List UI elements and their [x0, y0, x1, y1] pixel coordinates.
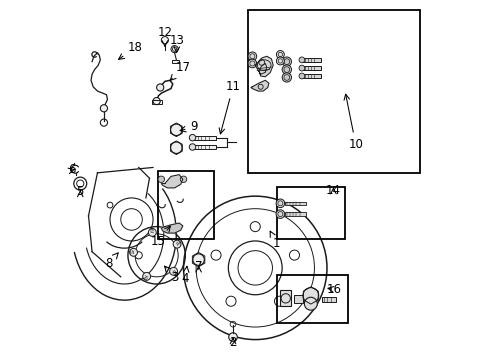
Circle shape: [100, 105, 107, 112]
Polygon shape: [255, 56, 273, 77]
Bar: [158, 171, 214, 239]
Bar: [301, 74, 320, 78]
Text: 14: 14: [325, 184, 340, 197]
Circle shape: [148, 229, 156, 237]
Text: 16: 16: [326, 283, 341, 296]
Circle shape: [247, 59, 256, 68]
Text: 5: 5: [77, 185, 84, 198]
Bar: [280, 290, 290, 306]
Circle shape: [189, 134, 195, 141]
Circle shape: [158, 176, 164, 183]
Circle shape: [156, 84, 163, 91]
Text: 10: 10: [344, 94, 363, 150]
Circle shape: [189, 144, 195, 150]
Bar: [301, 66, 320, 70]
Circle shape: [298, 65, 304, 71]
Text: 9: 9: [180, 121, 198, 134]
Bar: [247, 10, 419, 173]
Circle shape: [276, 50, 284, 58]
Circle shape: [276, 199, 284, 208]
Circle shape: [142, 273, 150, 280]
Polygon shape: [161, 223, 183, 233]
Text: 11: 11: [219, 80, 240, 134]
Circle shape: [153, 98, 160, 105]
Circle shape: [282, 65, 291, 74]
Circle shape: [171, 45, 178, 53]
Circle shape: [129, 248, 137, 256]
Text: 17: 17: [170, 60, 191, 80]
Polygon shape: [161, 175, 183, 188]
Circle shape: [180, 176, 186, 183]
Bar: [276, 275, 348, 323]
Circle shape: [303, 288, 318, 303]
Bar: [284, 212, 305, 216]
Bar: [192, 145, 215, 149]
Text: 1: 1: [269, 231, 280, 250]
Text: 7: 7: [194, 260, 202, 273]
Circle shape: [304, 297, 317, 310]
Text: 18: 18: [119, 41, 142, 59]
Circle shape: [298, 73, 304, 79]
Text: 15: 15: [150, 226, 170, 248]
Bar: [293, 296, 303, 303]
Text: 13: 13: [169, 33, 184, 53]
Text: 2: 2: [229, 336, 236, 348]
Circle shape: [169, 267, 177, 275]
Circle shape: [282, 57, 291, 66]
Text: 8: 8: [105, 253, 118, 270]
Circle shape: [161, 37, 168, 44]
Circle shape: [298, 57, 304, 63]
Circle shape: [276, 210, 284, 219]
Bar: [301, 58, 320, 62]
Bar: [152, 100, 162, 104]
Circle shape: [170, 124, 182, 135]
Circle shape: [173, 240, 181, 248]
Bar: [276, 187, 344, 239]
Circle shape: [170, 142, 182, 153]
Bar: [284, 202, 305, 205]
Bar: [172, 60, 179, 63]
Circle shape: [282, 73, 291, 82]
Text: 4: 4: [181, 266, 189, 285]
Bar: [192, 135, 215, 140]
Text: 6: 6: [68, 163, 76, 176]
Circle shape: [192, 254, 204, 265]
Text: 12: 12: [157, 27, 172, 46]
Circle shape: [228, 333, 237, 341]
Circle shape: [276, 57, 284, 65]
Bar: [321, 297, 335, 302]
Polygon shape: [250, 80, 268, 91]
Circle shape: [247, 52, 256, 60]
Text: 3: 3: [164, 266, 178, 284]
